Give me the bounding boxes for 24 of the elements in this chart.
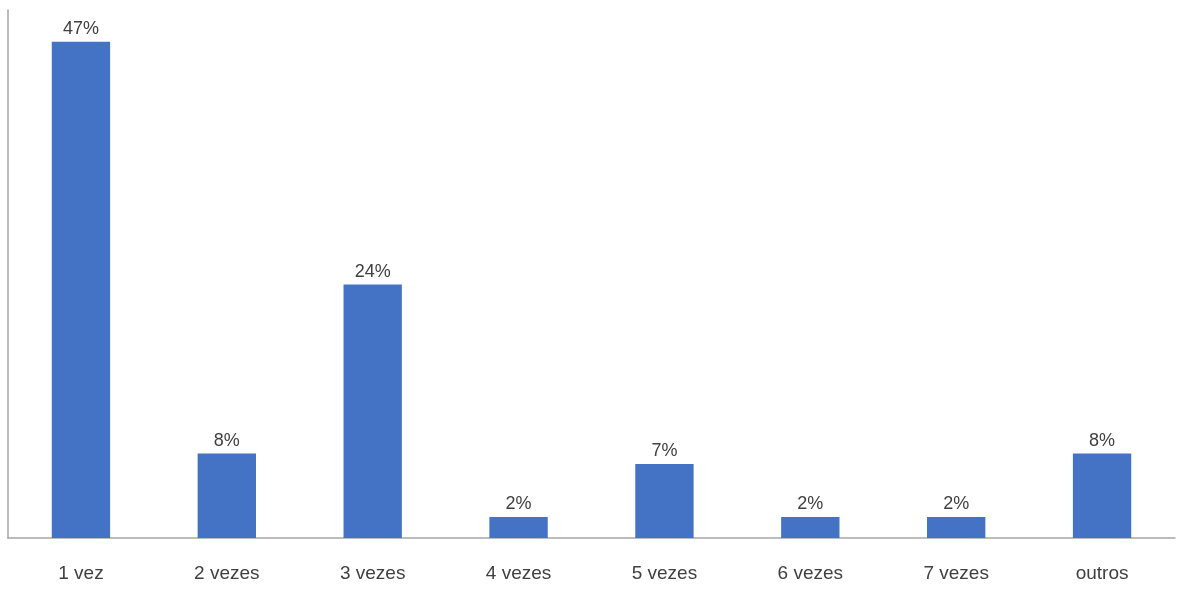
bar [927,516,986,538]
data-label: 7% [651,440,678,461]
data-label: 2% [797,492,824,513]
data-label: 24% [354,260,391,281]
data-label: 2% [505,492,532,513]
x-tick-label: 5 vezes [631,562,698,583]
x-tick-label: 4 vezes [485,562,552,583]
data-label: 8% [213,429,240,450]
x-tick-label: 2 vezes [194,562,260,583]
x-tick-label: 7 vezes [923,562,989,583]
bar [343,284,402,538]
x-tick-label: 6 vezes [777,562,844,583]
bar [489,516,548,538]
x-tick-label: outros [1075,562,1129,583]
bar [1072,453,1132,538]
x-tick-label: 3 vezes [339,562,406,583]
bar [781,516,840,538]
data-label: 8% [1089,429,1116,450]
bar [197,453,256,538]
bar [635,464,694,538]
x-tick-label: 1 vez [58,562,104,583]
data-label: 2% [943,492,970,513]
bar [51,41,111,538]
data-label: 47% [62,17,99,38]
